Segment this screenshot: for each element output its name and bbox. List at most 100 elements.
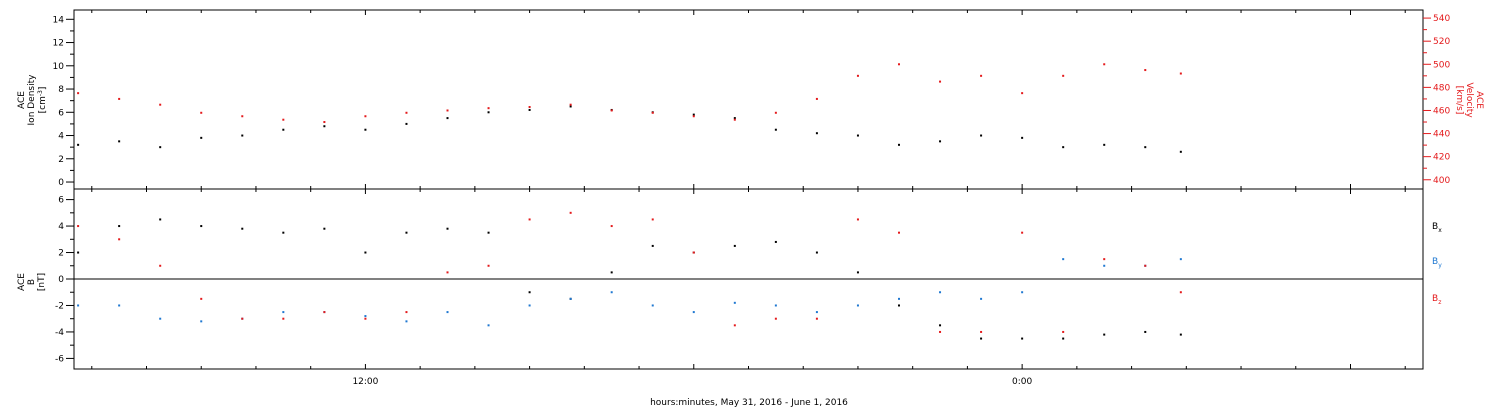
field-series-0-point-1 <box>118 225 121 228</box>
field-series-2-point-10 <box>487 264 490 267</box>
density-unit-exp: -3 <box>37 90 44 96</box>
density-tick-label-4: 8 <box>58 85 64 95</box>
plasma-series-1-point-21 <box>939 80 942 83</box>
field-series-0-point-11 <box>528 291 531 294</box>
plasma-series-1-point-1 <box>118 97 121 100</box>
field-series-2-point-23 <box>1021 231 1024 234</box>
field-series-1-point-11 <box>528 304 531 307</box>
field-series-1-point-7 <box>364 315 367 318</box>
field-series-1-point-9 <box>446 311 449 314</box>
field-series-2-point-1 <box>118 238 121 241</box>
field-series-2-point-3 <box>200 297 203 300</box>
plasma-series-1-point-23 <box>1021 92 1024 95</box>
field-series-2-point-17 <box>774 317 777 320</box>
field-series-0-point-3 <box>200 225 203 228</box>
plasma-series-0-point-21 <box>939 140 942 143</box>
plasma-series-0-point-17 <box>774 128 777 131</box>
plasma-series-1-point-0 <box>77 92 80 95</box>
plasma-series-0-point-3 <box>200 136 203 139</box>
field-series-1-point-20 <box>897 297 900 300</box>
legend-bx-base: B <box>1432 222 1438 232</box>
plasma-series-0-point-7 <box>364 128 367 131</box>
x-axis-ticks: 12:00 0:00 <box>91 10 1406 387</box>
field-series-1-point-14 <box>651 304 654 307</box>
field-series-2-point-2 <box>159 264 162 267</box>
plasma-series-0-point-24 <box>1062 146 1065 149</box>
field-series-2-point-21 <box>939 330 942 333</box>
field-series-1-point-16 <box>733 301 736 304</box>
field-series-2-point-9 <box>446 271 449 274</box>
plasma-series-1-point-16 <box>733 118 736 121</box>
field-series-2-point-12 <box>569 211 572 214</box>
density-unit-prefix: [cm <box>38 96 48 113</box>
field-series-0-point-5 <box>282 231 285 234</box>
field-series-0-point-19 <box>856 271 859 274</box>
plasma-points <box>77 63 1182 153</box>
plasma-series-0-point-22 <box>980 134 983 137</box>
density-unit-suffix: ] <box>38 87 48 91</box>
plasma-series-1-point-8 <box>405 111 408 114</box>
field-series-0-point-27 <box>1179 333 1182 336</box>
field-series-2-point-25 <box>1103 258 1106 261</box>
field-series-0-point-0 <box>77 251 80 254</box>
density-label-line1: ACE <box>17 91 27 109</box>
velocity-axis-ticks: 400 420 440 460 480 500 520 540 <box>1423 14 1450 186</box>
density-tick-label-3: 6 <box>58 108 64 118</box>
field-series-1-point-25 <box>1103 264 1106 267</box>
field-series-1-point-23 <box>1021 291 1024 294</box>
legend-by-sub: y <box>1438 262 1442 269</box>
field-series-0-point-23 <box>1021 337 1024 340</box>
plasma-series-1-point-27 <box>1179 72 1182 75</box>
velocity-axis-label: ACE Velocity [km/s] <box>1454 82 1484 118</box>
field-series-1-point-15 <box>692 311 695 314</box>
field-series-1-point-5 <box>282 311 285 314</box>
plasma-series-1-point-24 <box>1062 74 1065 77</box>
plasma-series-1-point-15 <box>692 115 695 118</box>
plasma-series-1-point-19 <box>856 74 859 77</box>
plasma-series-0-point-25 <box>1103 143 1106 146</box>
plasma-series-1-point-5 <box>282 118 285 121</box>
field-series-1-point-22 <box>980 297 983 300</box>
plasma-series-1-point-17 <box>774 111 777 114</box>
field-series-1-point-12 <box>569 297 572 300</box>
plasma-series-0-point-11 <box>528 108 531 111</box>
field-axis-label: ACE B [nT] <box>17 273 47 291</box>
plasma-series-0-point-23 <box>1021 136 1024 139</box>
plasma-series-0-point-15 <box>692 113 695 116</box>
field-series-0-point-24 <box>1062 337 1065 340</box>
plasma-series-0-point-19 <box>856 134 859 137</box>
field-series-2-point-27 <box>1179 291 1182 294</box>
plasma-series-1-point-13 <box>610 109 613 112</box>
field-series-2-point-15 <box>692 251 695 254</box>
plasma-series-0-point-2 <box>159 146 162 149</box>
plasma-series-1-point-2 <box>159 103 162 106</box>
legend-bz-sub: z <box>1438 299 1441 306</box>
density-axis-ticks: 0 2 4 6 8 10 12 14 <box>53 15 74 188</box>
density-axis-label: ACE Ion Density [cm-3] <box>17 74 48 126</box>
plasma-series-0-point-8 <box>405 122 408 125</box>
field-series-1-point-17 <box>774 304 777 307</box>
density-label-line3: [cm-3] <box>37 87 48 114</box>
density-tick-label-6: 12 <box>53 39 64 49</box>
density-label-line2: Ion Density <box>27 74 37 126</box>
plasma-series-1-point-14 <box>651 111 654 114</box>
plasma-series-0-point-5 <box>282 128 285 131</box>
x-axis-title: hours:minutes, May 31, 2016 - June 1, 20… <box>650 398 848 408</box>
velocity-tick-label-7: 540 <box>1433 14 1450 24</box>
plasma-series-0-point-1 <box>118 140 121 143</box>
field-tick-label-6: 6 <box>58 196 64 206</box>
field-series-1-point-2 <box>159 317 162 320</box>
legend-bx: Bx <box>1432 222 1442 234</box>
field-series-2-point-8 <box>405 311 408 314</box>
field-series-0-point-2 <box>159 218 162 221</box>
velocity-tick-label-2: 440 <box>1433 130 1450 140</box>
field-legend: Bx By Bz <box>1432 222 1442 306</box>
legend-bx-sub: x <box>1438 227 1442 234</box>
field-tick-label-1: -4 <box>55 328 64 338</box>
x-tick-label-2: 0:00 <box>1012 377 1032 387</box>
field-series-0-point-6 <box>323 227 326 230</box>
field-series-0-point-16 <box>733 244 736 247</box>
field-label-line1: ACE <box>17 273 27 291</box>
field-series-0-point-8 <box>405 231 408 234</box>
field-series-0-point-13 <box>610 271 613 274</box>
